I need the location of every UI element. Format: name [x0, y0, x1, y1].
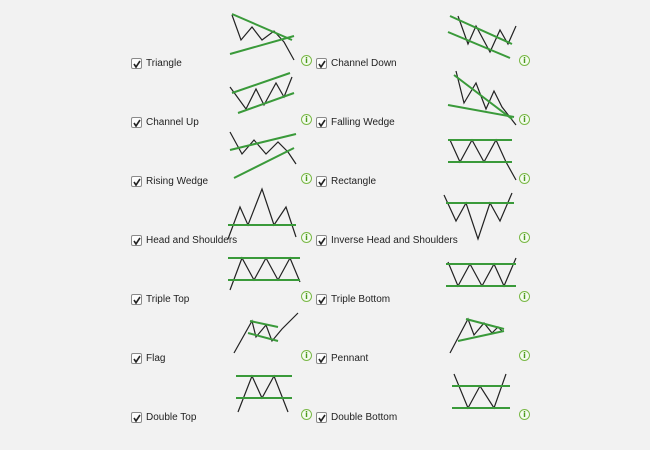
pattern-thumbnail-pennant: [449, 317, 505, 354]
checkbox-pennant[interactable]: [316, 353, 327, 364]
pattern-label: Channel Down: [331, 58, 397, 69]
checkmark-icon: [318, 296, 326, 305]
pattern-option-rectangle[interactable]: Rectangle: [316, 174, 466, 192]
checkbox-channel-up[interactable]: [131, 117, 142, 128]
checkmark-icon: [133, 296, 141, 305]
pattern-thumbnail-rectangle: [448, 138, 517, 181]
checkmark-icon: [318, 178, 326, 187]
checkbox-channel-down[interactable]: [316, 58, 327, 69]
pattern-option-pennant[interactable]: Pennant: [316, 351, 466, 369]
info-icon[interactable]: i: [519, 232, 530, 243]
pattern-thumbnail-head-and-shoulders: [227, 187, 297, 240]
pattern-label: Rising Wedge: [146, 176, 209, 187]
checkmark-icon: [133, 119, 141, 128]
pattern-option-triangle[interactable]: Triangle: [131, 56, 281, 74]
checkbox-falling-wedge[interactable]: [316, 117, 327, 128]
checkbox-double-bottom[interactable]: [316, 412, 327, 423]
pattern-thumbnail-flag: [233, 312, 299, 354]
pattern-thumbnail-inverse-head-and-shoulders: [443, 192, 514, 241]
checkmark-icon: [318, 119, 326, 128]
checkbox-head-and-shoulders[interactable]: [131, 235, 142, 246]
pattern-thumbnail-triple-bottom: [446, 257, 517, 288]
pattern-label: Triangle: [146, 58, 182, 69]
pattern-label: Head and Shoulders: [146, 235, 238, 246]
pattern-thumbnail-double-bottom: [452, 373, 510, 410]
pattern-thumbnail-channel-down: [447, 15, 517, 59]
pattern-option-double-bottom[interactable]: Double Bottom: [316, 410, 466, 428]
info-icon[interactable]: i: [519, 291, 530, 302]
info-icon[interactable]: i: [519, 409, 530, 420]
pattern-thumbnail-triple-top: [228, 256, 301, 291]
checkbox-triangle[interactable]: [131, 58, 142, 69]
checkmark-icon: [318, 355, 326, 364]
pattern-option-falling-wedge[interactable]: Falling Wedge: [316, 115, 466, 133]
pattern-label: Double Top: [146, 412, 197, 423]
checkbox-rising-wedge[interactable]: [131, 176, 142, 187]
pattern-label: Inverse Head and Shoulders: [331, 235, 458, 246]
checkmark-icon: [318, 414, 326, 423]
info-icon[interactable]: i: [301, 114, 312, 125]
pattern-option-channel-down[interactable]: Channel Down: [316, 56, 466, 74]
pattern-option-flag[interactable]: Flag: [131, 351, 281, 369]
checkmark-icon: [318, 60, 326, 69]
checkbox-rectangle[interactable]: [316, 176, 327, 187]
pattern-thumbnail-triangle: [229, 13, 295, 61]
pattern-option-triple-top[interactable]: Triple Top: [131, 292, 281, 310]
info-icon[interactable]: i: [519, 350, 530, 361]
pattern-thumbnail-rising-wedge: [229, 131, 297, 179]
checkmark-icon: [133, 237, 141, 246]
pattern-label: Flag: [146, 353, 166, 364]
pattern-option-head-and-shoulders[interactable]: Head and Shoulders: [131, 233, 281, 251]
checkbox-double-top[interactable]: [131, 412, 142, 423]
checkmark-icon: [318, 237, 326, 246]
info-icon[interactable]: i: [519, 114, 530, 125]
checkbox-flag[interactable]: [131, 353, 142, 364]
pattern-label: Falling Wedge: [331, 117, 395, 128]
pattern-thumbnail-channel-up: [229, 72, 295, 114]
info-icon[interactable]: i: [519, 173, 530, 184]
info-icon[interactable]: i: [301, 173, 312, 184]
pattern-thumbnail-double-top: [236, 374, 292, 413]
pattern-option-channel-up[interactable]: Channel Up: [131, 115, 281, 133]
pattern-label: Double Bottom: [331, 412, 398, 423]
pattern-option-triple-bottom[interactable]: Triple Bottom: [316, 292, 466, 310]
checkbox-inverse-head-and-shoulders[interactable]: [316, 235, 327, 246]
checkmark-icon: [133, 414, 141, 423]
pattern-option-inverse-head-and-shoulders[interactable]: Inverse Head and Shoulders: [316, 233, 466, 251]
info-icon[interactable]: i: [301, 232, 312, 243]
info-icon[interactable]: i: [301, 409, 312, 420]
pattern-label: Triple Bottom: [331, 294, 391, 305]
info-icon[interactable]: i: [301, 291, 312, 302]
checkmark-icon: [133, 178, 141, 187]
info-icon[interactable]: i: [519, 55, 530, 66]
info-icon[interactable]: i: [301, 350, 312, 361]
checkmark-icon: [133, 60, 141, 69]
checkmark-icon: [133, 355, 141, 364]
pattern-label: Channel Up: [146, 117, 199, 128]
pattern-label: Rectangle: [331, 176, 377, 187]
pattern-option-double-top[interactable]: Double Top: [131, 410, 281, 428]
checkbox-triple-top[interactable]: [131, 294, 142, 305]
checkbox-triple-bottom[interactable]: [316, 294, 327, 305]
pattern-label: Triple Top: [146, 294, 190, 305]
pattern-thumbnail-falling-wedge: [447, 70, 517, 126]
pattern-option-rising-wedge[interactable]: Rising Wedge: [131, 174, 281, 192]
info-icon[interactable]: i: [301, 55, 312, 66]
pattern-label: Pennant: [331, 353, 369, 364]
